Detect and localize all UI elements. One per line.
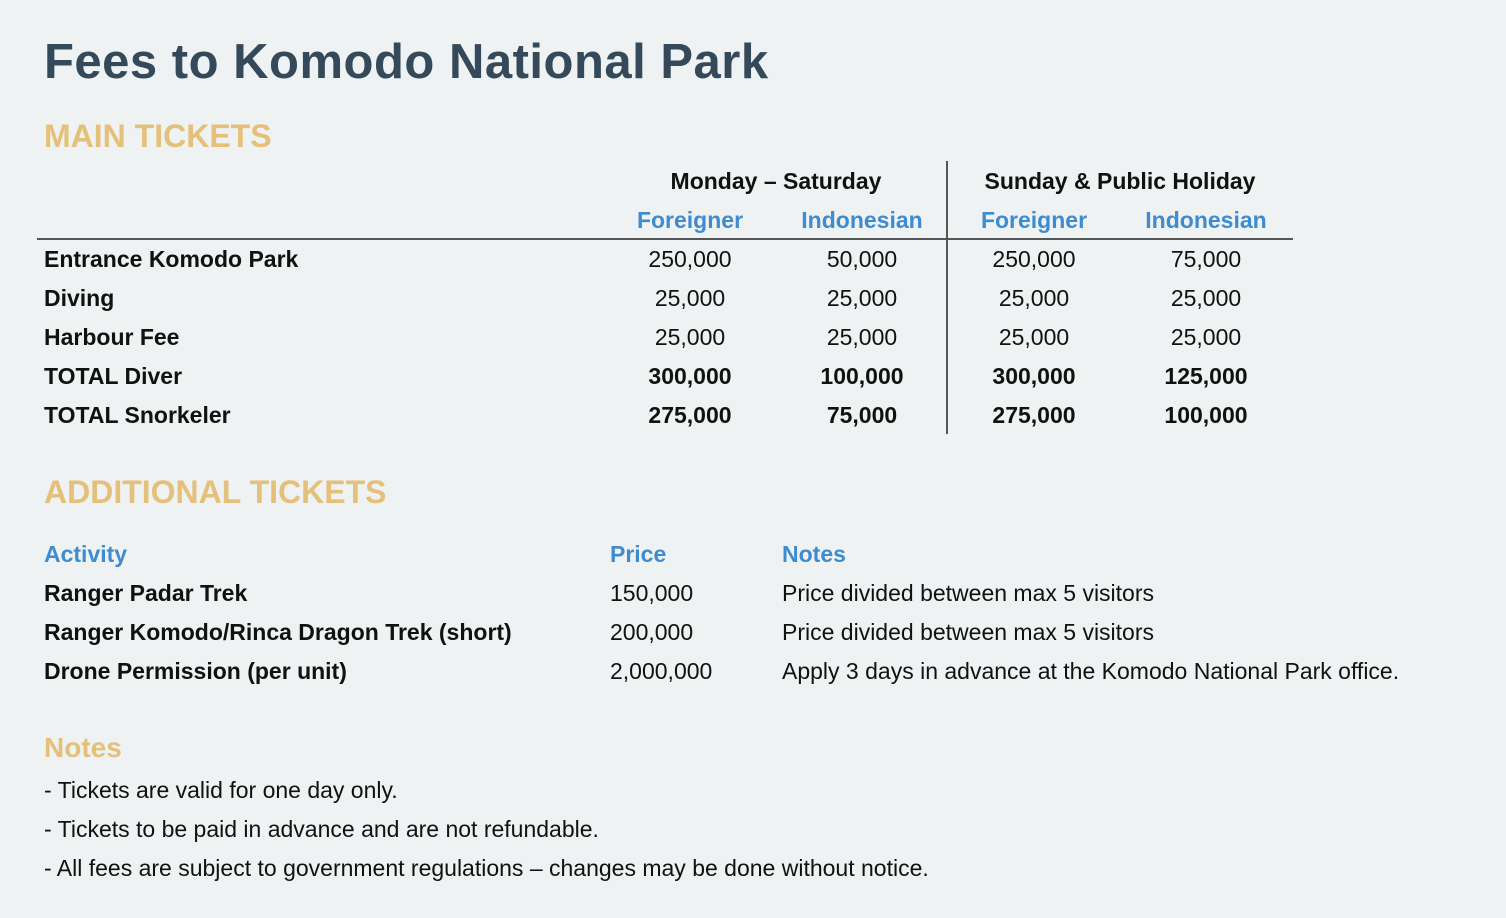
additional-tickets-heading: ADDITIONAL TICKETS	[44, 474, 387, 510]
table-cell-total: 100,000	[1164, 402, 1248, 428]
table-cell-total: 300,000	[992, 363, 1076, 389]
table-cell: 75,000	[1170, 246, 1242, 272]
table-column-divider	[946, 161, 948, 434]
table-row-label: Harbour Fee	[44, 324, 180, 350]
note-item: - Tickets are valid for one day only.	[44, 777, 398, 803]
main-tickets-heading: MAIN TICKETS	[44, 118, 272, 154]
table-row-label: TOTAL Snorkeler	[44, 402, 231, 428]
page-title: Fees to Komodo National Park	[44, 35, 769, 89]
subheader-indonesian: Indonesian	[801, 207, 923, 233]
table-cell: 250,000	[992, 246, 1076, 272]
table-row-label: Diving	[44, 285, 115, 311]
group-header-sunday: Sunday & Public Holiday	[984, 168, 1256, 194]
table-cell: 25,000	[1170, 285, 1242, 311]
table-cell-total: 125,000	[1164, 363, 1248, 389]
activity-name: Ranger Komodo/Rinca Dragon Trek (short)	[44, 619, 512, 645]
subheader-foreigner: Foreigner	[636, 207, 744, 233]
activity-price: 200,000	[610, 619, 694, 645]
subheader-indonesian: Indonesian	[1145, 207, 1267, 233]
table-row-label: Entrance Komodo Park	[44, 246, 299, 272]
activity-name: Drone Permission (per unit)	[44, 658, 347, 684]
group-header-weekday: Monday – Saturday	[670, 168, 882, 194]
table-cell: 25,000	[654, 285, 726, 311]
table-row-label: TOTAL Diver	[44, 363, 183, 389]
activity-price: 150,000	[610, 580, 694, 606]
table-cell: 50,000	[826, 246, 898, 272]
table-cell-total: 100,000	[820, 363, 904, 389]
table-cell: 25,000	[998, 285, 1070, 311]
activity-notes: Apply 3 days in advance at the Komodo Na…	[782, 658, 1400, 684]
table-cell-total: 275,000	[992, 402, 1076, 428]
column-header-price: Price	[610, 541, 667, 567]
table-cell: 250,000	[648, 246, 732, 272]
table-cell-total: 275,000	[648, 402, 732, 428]
table-cell: 25,000	[998, 324, 1070, 350]
activity-name: Ranger Padar Trek	[44, 580, 248, 606]
table-cell: 25,000	[826, 324, 898, 350]
table-cell-total: 300,000	[648, 363, 732, 389]
table-cell: 25,000	[826, 285, 898, 311]
activity-price: 2,000,000	[610, 658, 713, 684]
subheader-foreigner: Foreigner	[980, 207, 1088, 233]
activity-notes: Price divided between max 5 visitors	[782, 580, 1154, 606]
notes-heading: Notes	[44, 732, 122, 763]
activity-notes: Price divided between max 5 visitors	[782, 619, 1154, 645]
column-header-notes: Notes	[782, 541, 846, 567]
table-cell: 25,000	[654, 324, 726, 350]
note-item: - All fees are subject to government reg…	[44, 855, 929, 881]
table-cell-total: 75,000	[826, 402, 898, 428]
table-header-divider	[37, 238, 1293, 240]
table-cell: 25,000	[1170, 324, 1242, 350]
note-item: - Tickets to be paid in advance and are …	[44, 816, 599, 842]
column-header-activity: Activity	[44, 541, 128, 567]
